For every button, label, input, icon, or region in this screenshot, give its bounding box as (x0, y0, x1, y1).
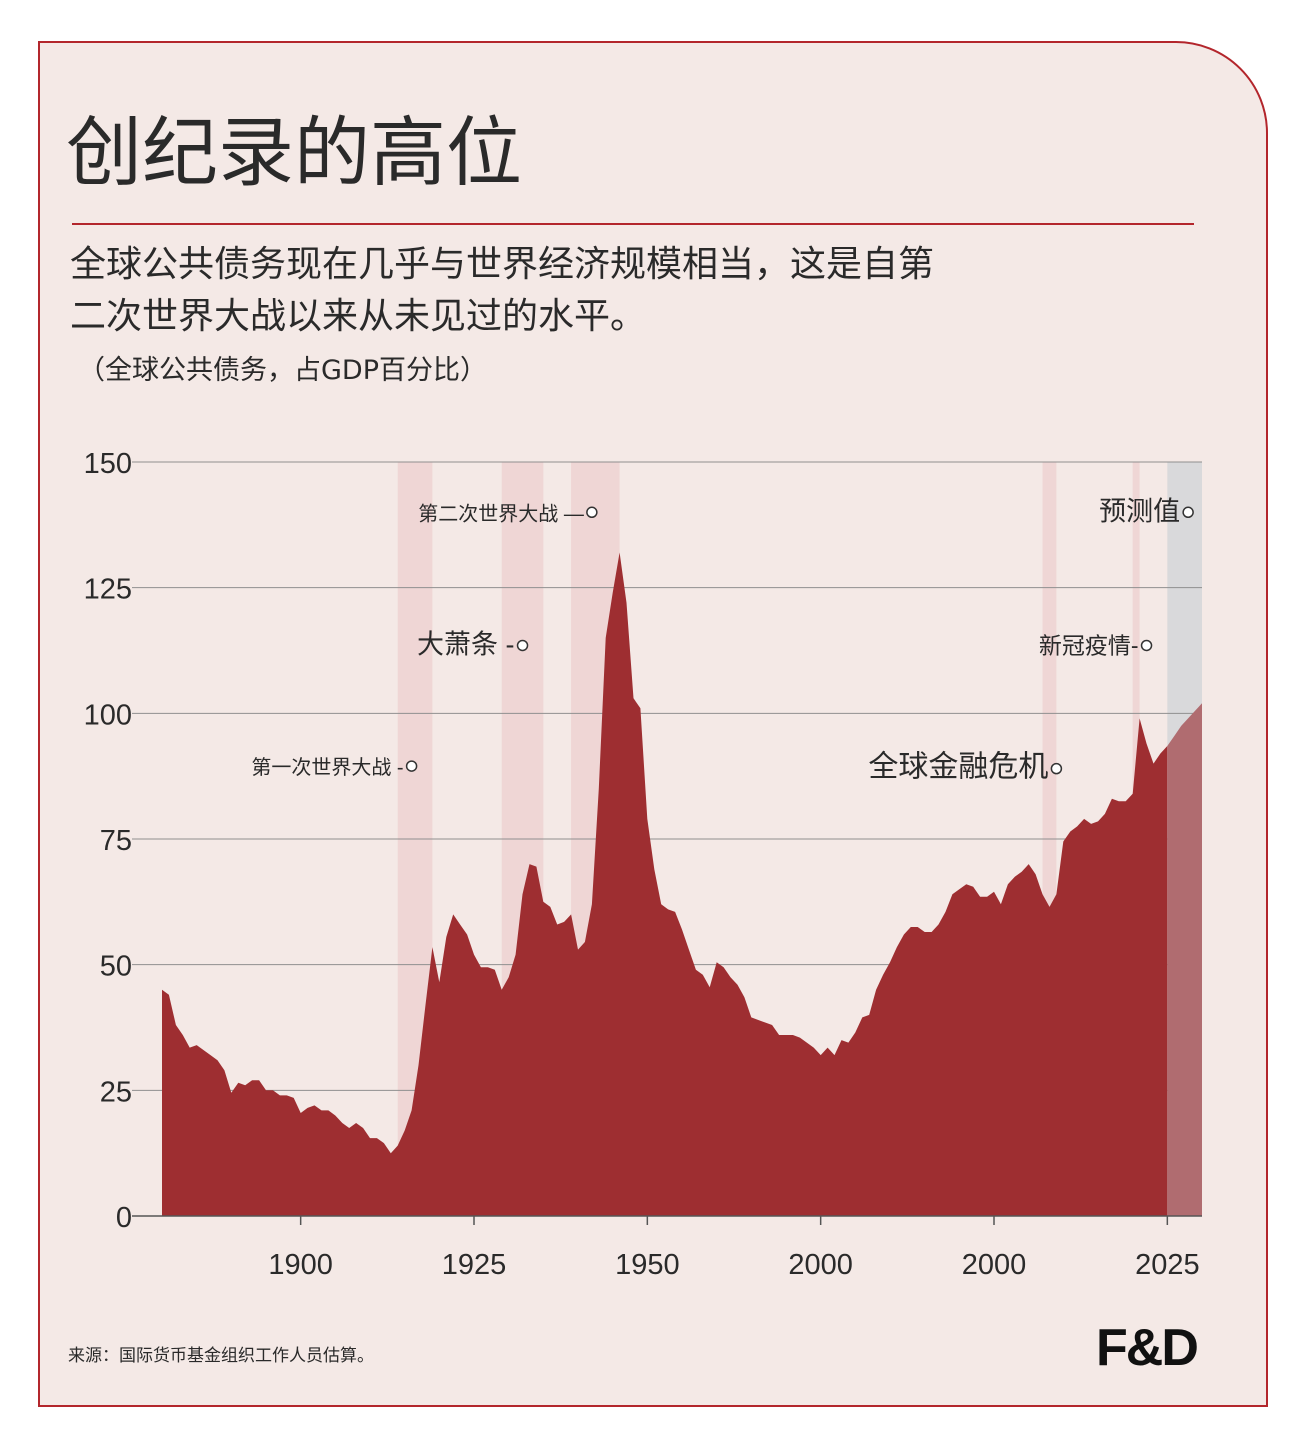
y-tick-label: 150 (84, 448, 132, 480)
fd-logo: F&D (1096, 1319, 1199, 1377)
x-tick-label: 2025 (1135, 1249, 1200, 1281)
annotation-label: 大萧条 - (417, 629, 515, 659)
y-tick-label: 100 (84, 699, 132, 731)
x-tick-label: 2000 (788, 1249, 853, 1281)
y-tick-label: 75 (100, 825, 132, 857)
x-tick-label: 2000 (962, 1249, 1027, 1281)
axes: 0 25 50 75 100 125 150 1900 1925 1950 2000 2000 2025 (84, 448, 1202, 1281)
y-tick-label: 0 (116, 1202, 132, 1234)
source-note: 来源：国际货币基金组织工作人员估算。 (68, 1346, 374, 1366)
unit-note: （全球公共债务，占GDP百分比） (78, 355, 487, 386)
debt-areas (162, 552, 1202, 1216)
annotation-label: 第一次世界大战 - (251, 756, 403, 779)
y-tick-label: 50 (100, 951, 132, 983)
title-divider (72, 223, 1194, 225)
x-tick-label: 1900 (268, 1249, 333, 1281)
annotation-marker (1050, 762, 1063, 775)
annotation-label: 预测值 (1099, 496, 1180, 526)
annotation-label: 新冠疫情- (1039, 632, 1139, 658)
subtitle-line-2: 二次世界大战以来从未见过的水平。 (70, 296, 647, 337)
x-tick-label: 1950 (615, 1249, 680, 1281)
annotation-label: 第二次世界大战 — (418, 502, 584, 525)
forecast-debt-area (1167, 703, 1202, 1216)
page-title: 创纪录的高位 (66, 108, 522, 197)
annotation-marker (1182, 506, 1194, 519)
y-tick-label: 25 (100, 1076, 132, 1108)
chart-subtitle: 全球公共债务现在几乎与世界经济规模相当，这是自第 二次世界大战以来从未见过的水平… (70, 239, 1210, 343)
annotation-marker (516, 639, 529, 652)
historical-debt-area (162, 552, 1168, 1216)
annotation-label: 全球金融危机 (868, 751, 1048, 784)
annotation-marker (586, 506, 598, 519)
subtitle-line-1: 全球公共债务现在几乎与世界经济规模相当，这是自第 (70, 244, 935, 285)
x-tick-label: 1925 (442, 1249, 507, 1281)
annotation-marker (405, 760, 418, 772)
y-tick-label: 125 (84, 574, 132, 606)
annotation-marker (1140, 639, 1153, 652)
